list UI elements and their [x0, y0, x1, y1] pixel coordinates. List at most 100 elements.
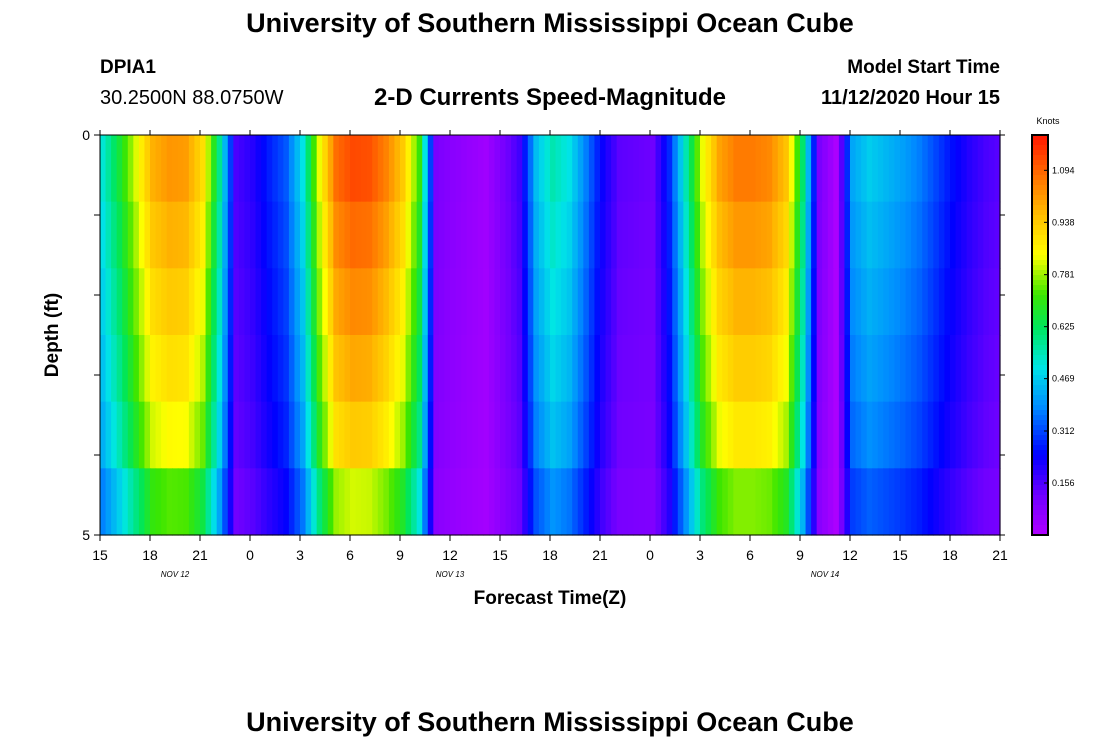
heat-cell	[922, 201, 929, 269]
heat-cell	[638, 268, 646, 336]
heat-cell	[405, 201, 412, 269]
heat-cell	[327, 468, 334, 536]
heat-cell	[511, 268, 518, 336]
heat-cell	[233, 201, 240, 269]
colorbar-segment	[1032, 230, 1048, 236]
heat-cell	[477, 468, 484, 536]
heat-cell	[200, 201, 207, 269]
heat-cell	[677, 335, 684, 403]
heat-cell	[544, 268, 551, 336]
heat-cell	[827, 468, 834, 536]
x-tick-label: 15	[892, 547, 908, 563]
heat-cell	[888, 401, 896, 469]
heat-cell	[444, 468, 451, 536]
heat-cell	[550, 401, 557, 469]
heat-cell	[922, 135, 929, 203]
colorbar-segment	[1032, 255, 1048, 261]
heat-cell	[427, 268, 434, 336]
x-tick-label: 9	[796, 547, 804, 563]
heat-cell	[455, 268, 462, 336]
heat-cell	[255, 135, 262, 203]
heat-cell	[394, 335, 401, 403]
heat-cell	[561, 268, 568, 336]
heat-cell	[400, 401, 407, 469]
heat-cell	[994, 135, 1001, 203]
heat-cell	[538, 135, 546, 203]
heat-cell	[416, 401, 423, 469]
heat-cell	[372, 135, 379, 203]
heat-cell	[288, 201, 296, 269]
heat-cell	[333, 401, 340, 469]
heat-cell	[211, 268, 218, 336]
heat-cell	[100, 135, 107, 203]
heat-cell	[833, 201, 840, 269]
heat-cell	[377, 468, 384, 536]
x-tick-label: 12	[842, 547, 858, 563]
heat-cell	[500, 401, 507, 469]
heat-cell	[566, 468, 573, 536]
heat-cell	[922, 401, 929, 469]
heat-cell	[138, 135, 146, 203]
heat-cell	[327, 335, 334, 403]
heat-cell	[533, 401, 540, 469]
heat-cell	[950, 268, 957, 336]
heat-cell	[822, 335, 829, 403]
heat-cell	[283, 201, 290, 269]
heat-cell	[127, 201, 134, 269]
heat-cell	[750, 135, 757, 203]
heat-cell	[572, 135, 579, 203]
heat-cell	[461, 268, 468, 336]
heat-cell	[422, 268, 429, 336]
heat-cell	[772, 268, 779, 336]
heat-cell	[522, 401, 529, 469]
heat-cell	[433, 401, 440, 469]
heat-cell	[438, 468, 446, 536]
heat-cell	[522, 201, 529, 269]
heat-cell	[227, 268, 234, 336]
heat-cell	[566, 335, 573, 403]
heat-cell	[727, 335, 734, 403]
heat-cell	[894, 268, 901, 336]
heat-cell	[550, 335, 557, 403]
heat-cell	[611, 201, 618, 269]
heat-cell	[755, 135, 762, 203]
heat-cell	[866, 335, 873, 403]
heat-cell	[672, 135, 679, 203]
heat-cell	[933, 135, 940, 203]
heat-cell	[905, 201, 912, 269]
heat-cell	[794, 135, 801, 203]
heat-cell	[583, 268, 590, 336]
heat-cell	[227, 201, 234, 269]
heat-cell	[627, 268, 634, 336]
heat-cell	[238, 268, 246, 336]
colorbar-segment	[1032, 235, 1048, 241]
y-tick-label: 5	[82, 527, 90, 543]
heat-cell	[277, 268, 284, 336]
heat-cell	[883, 401, 890, 469]
heat-cell	[861, 201, 868, 269]
heat-cell	[388, 468, 396, 536]
heat-cell	[133, 201, 140, 269]
heat-cell	[455, 468, 462, 536]
heat-cell	[850, 335, 857, 403]
heat-cell	[655, 268, 662, 336]
heat-cell	[466, 468, 473, 536]
heat-cell	[405, 268, 412, 336]
heat-cell	[872, 201, 879, 269]
heat-cell	[944, 468, 951, 536]
heat-cell	[883, 135, 890, 203]
colorbar-segment	[1032, 470, 1048, 476]
heat-cell	[716, 468, 723, 536]
heat-cell	[905, 335, 912, 403]
colorbar-tick-label: 0.781	[1052, 270, 1075, 280]
heat-cell	[350, 401, 357, 469]
heat-cell	[800, 401, 807, 469]
heat-cell	[677, 135, 684, 203]
heat-cell	[944, 201, 951, 269]
heat-cell	[183, 468, 190, 536]
heat-cell	[338, 201, 346, 269]
colorbar-segment	[1032, 165, 1048, 171]
heat-cell	[622, 468, 629, 536]
heat-cell	[494, 268, 501, 336]
heat-cell	[194, 468, 201, 536]
